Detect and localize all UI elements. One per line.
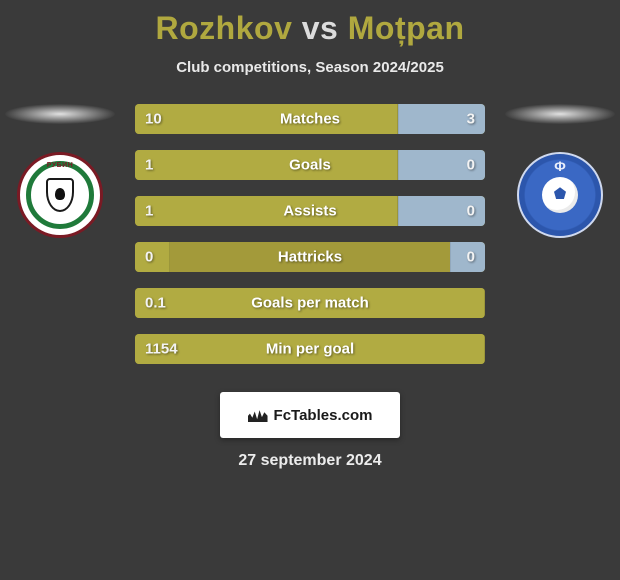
stat-label: Hattricks [278,249,342,266]
team-right-crest: Φ [517,152,603,238]
stat-value-right: 0 [467,203,475,220]
subtitle: Club competitions, Season 2024/2025 [0,59,620,76]
page-title: Rozhkov vs Moțpan [0,0,620,47]
brand-text: FcTables.com [274,407,373,424]
stat-value-left: 10 [145,111,162,128]
stat-row: 1 Assists 0 [135,196,485,226]
stat-value-left: 1 [145,203,153,220]
date-label: 27 september 2024 [0,452,620,470]
stat-fill-left [135,104,398,134]
player2-name: Moțpan [348,10,465,46]
stat-value-left: 1 [145,157,153,174]
team-left-crest: РУБИН [17,152,103,238]
vs-label: vs [302,10,339,46]
stat-label: Goals [289,157,331,174]
stat-row: 1154 Min per goal [135,334,485,364]
player1-name: Rozhkov [156,10,293,46]
stat-value-right: 0 [467,249,475,266]
comparison-area: РУБИН Φ 10 Matches 3 1 Goals 0 1 Assists 0 0 Hattr… [0,104,620,384]
shadow-ellipse [5,104,115,124]
stat-label: Goals per match [251,295,369,312]
stat-value-left: 0 [145,249,153,266]
stat-value-right: 3 [467,111,475,128]
stat-value-left: 0.1 [145,295,166,312]
stat-fill-left [135,150,398,180]
team-right: Φ [500,104,620,238]
team-left: РУБИН [0,104,120,238]
team-right-crest-letter: Φ [554,158,566,174]
stat-row: 0 Hattricks 0 [135,242,485,272]
stat-row: 0.1 Goals per match [135,288,485,318]
stat-value-right: 0 [467,157,475,174]
stat-bars: 10 Matches 3 1 Goals 0 1 Assists 0 0 Hattricks 0 0.1… [135,104,485,380]
brand-badge[interactable]: FcTables.com [220,392,400,438]
stat-label: Matches [280,111,340,128]
chart-icon [248,408,268,422]
stat-label: Assists [283,203,336,220]
stat-value-left: 1154 [145,341,178,358]
team-left-crest-text: РУБИН [20,162,100,169]
stat-row: 10 Matches 3 [135,104,485,134]
stat-label: Min per goal [266,341,354,358]
stat-fill-left [135,196,398,226]
stat-row: 1 Goals 0 [135,150,485,180]
shadow-ellipse [505,104,615,124]
